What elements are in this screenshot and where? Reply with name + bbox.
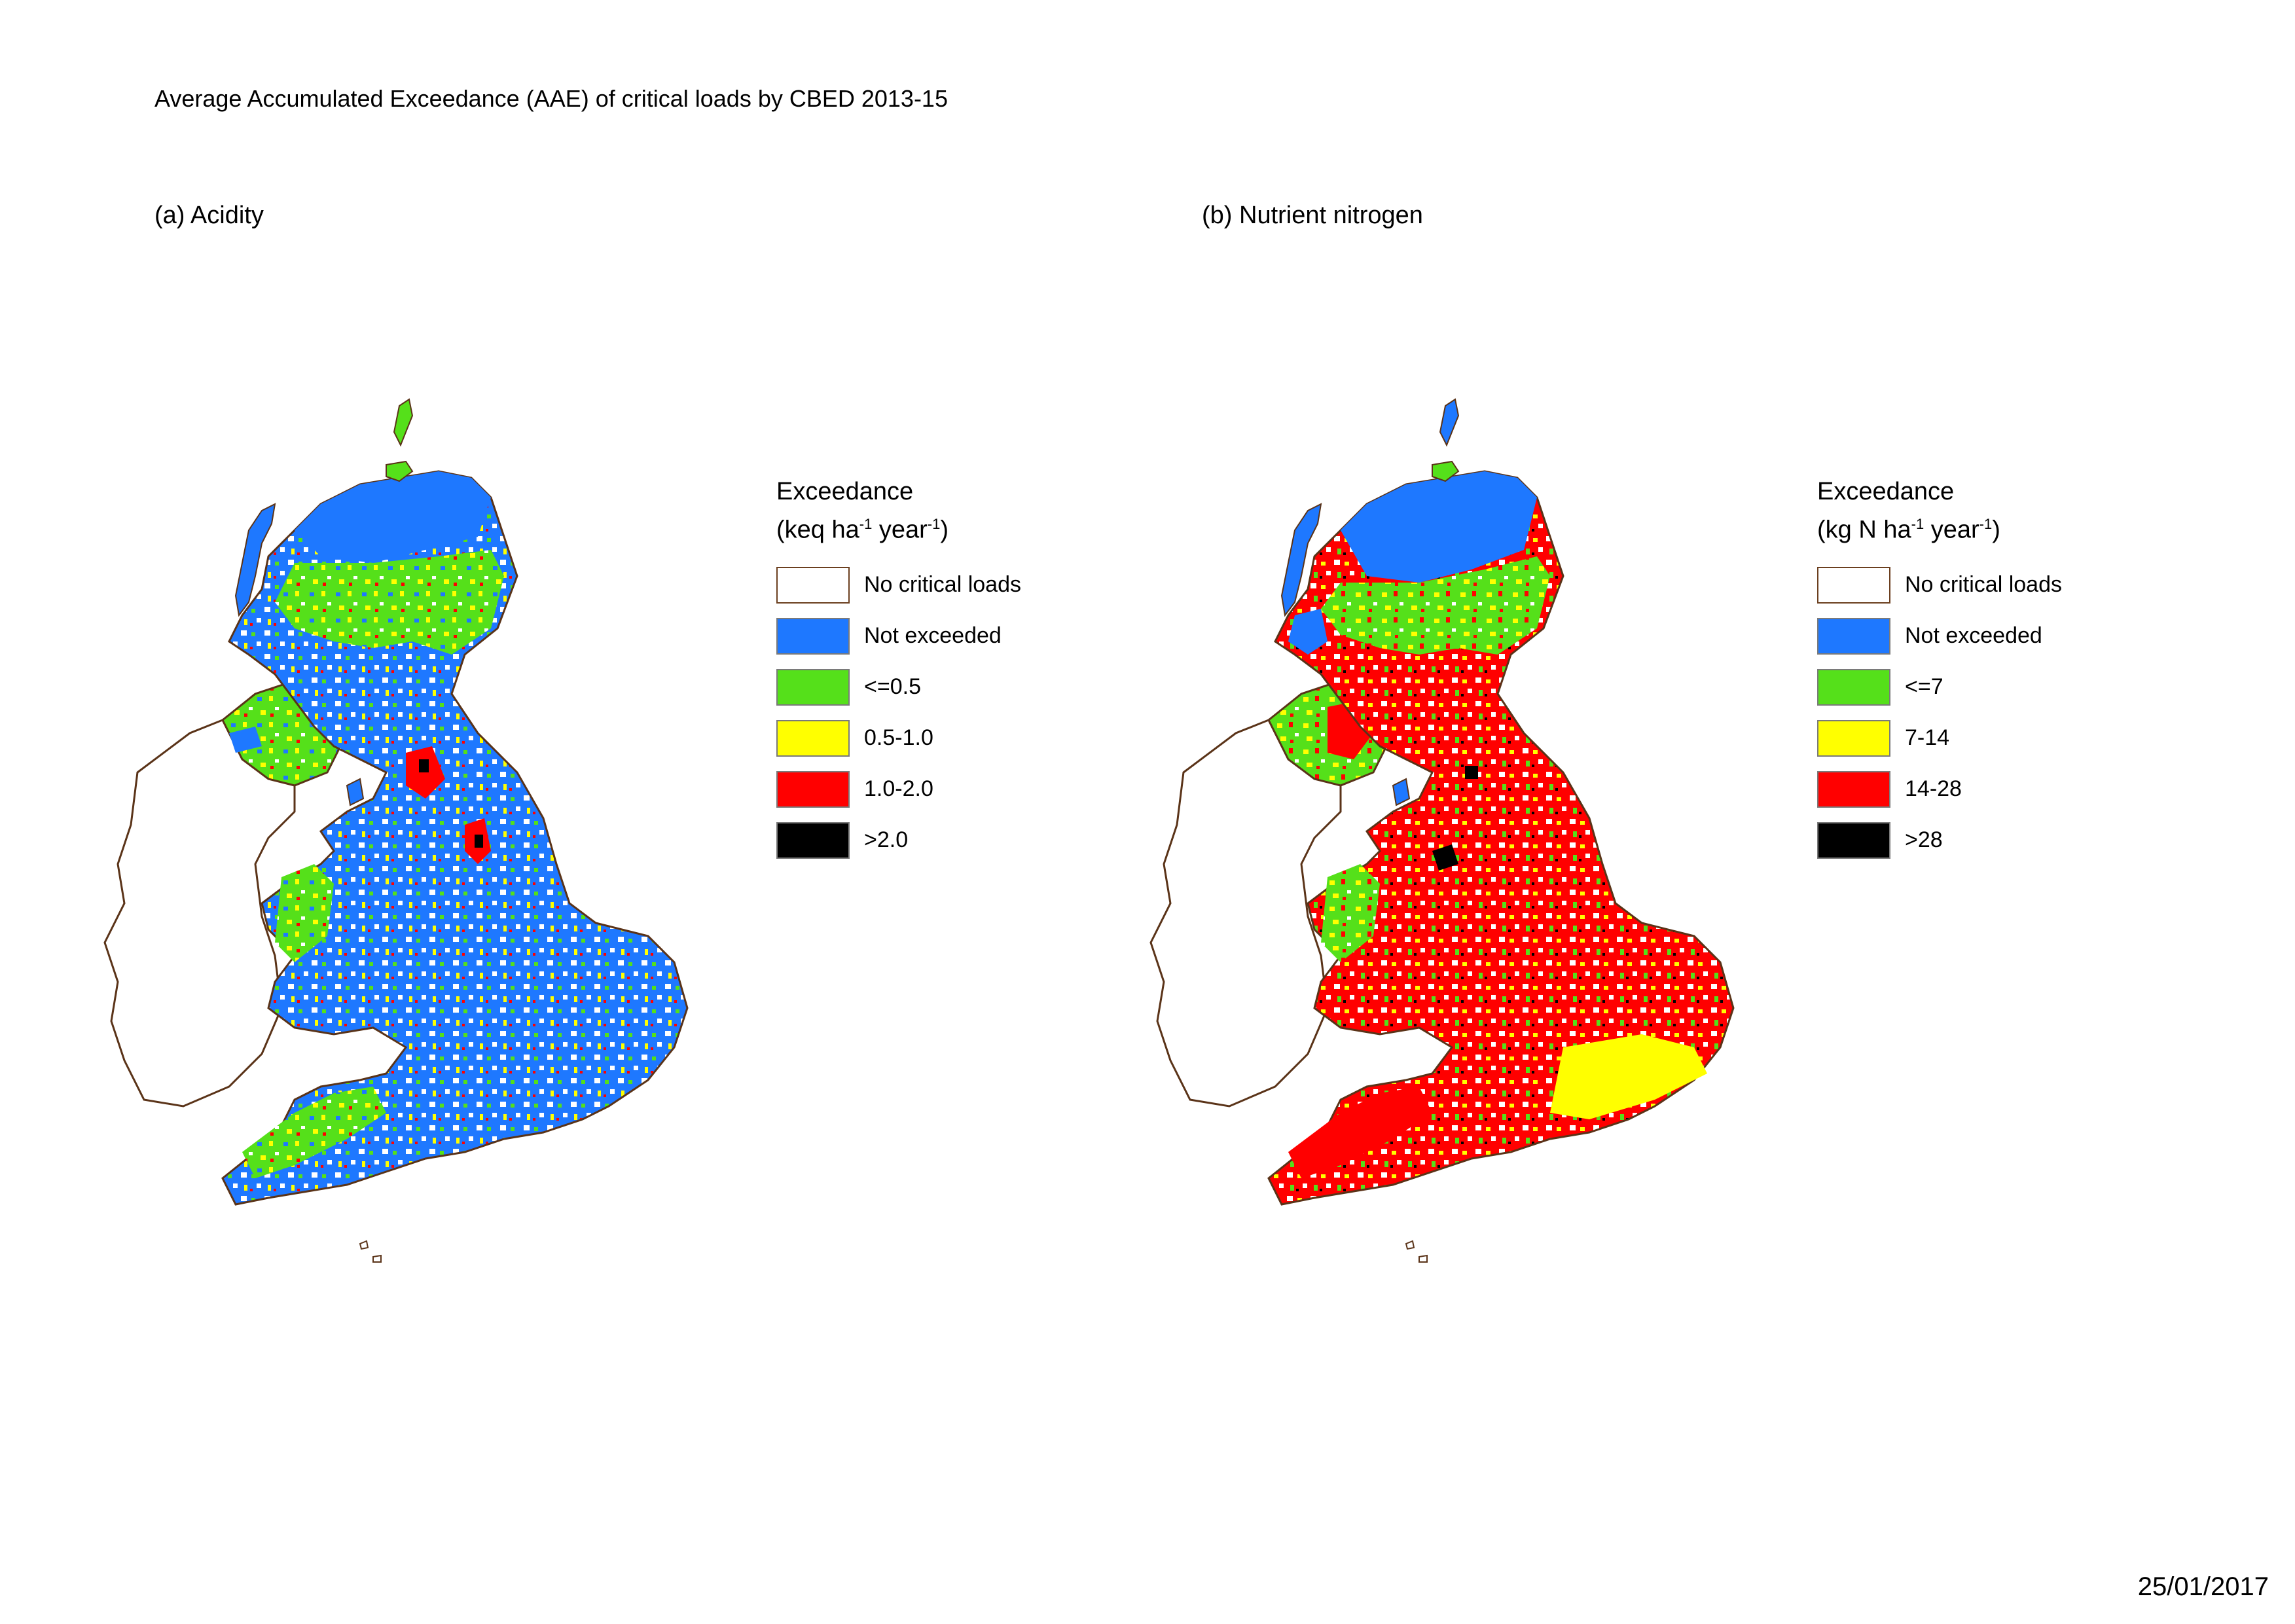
legend-item-level-3: 14-28 — [1817, 769, 2158, 810]
legend-item-not-exceeded: Not exceeded — [776, 616, 1117, 657]
legend-heading: Exceedance (keq ha-1 year-1) — [776, 475, 1117, 547]
legend-item-level-1: <=7 — [1817, 667, 2158, 708]
isle-of-man — [1392, 778, 1411, 806]
legend-swatch — [776, 668, 850, 706]
legend-swatch — [1817, 617, 1890, 655]
legend-item-level-4: >28 — [1817, 820, 2158, 861]
legend-item-not-exceeded: Not exceeded — [1817, 616, 2158, 657]
western-isles — [234, 503, 276, 617]
legend-swatch — [1817, 566, 1890, 604]
legend-swatch — [1817, 668, 1890, 706]
legend-swatch — [776, 617, 850, 655]
legend-item-no-critical-loads: No critical loads — [1817, 565, 2158, 605]
shetland-islands — [393, 398, 414, 447]
legend-acidity: Exceedance (keq ha-1 year-1) No critical… — [776, 475, 1117, 871]
legend-swatch — [1817, 719, 1890, 757]
panel-title-acidity: (a) Acidity — [154, 202, 264, 229]
legend-swatch — [776, 719, 850, 757]
legend-heading-title: Exceedance — [1817, 478, 1955, 505]
channel-islands — [1405, 1240, 1428, 1263]
isle-of-man — [346, 778, 365, 806]
legend-swatch — [1817, 770, 1890, 808]
legend-item-level-1: <=0.5 — [776, 667, 1117, 708]
legend-item-level-4: >2.0 — [776, 820, 1117, 861]
legend-heading-units: (kg N ha-1 year-1) — [1817, 516, 2000, 544]
legend-heading: Exceedance (kg N ha-1 year-1) — [1817, 475, 2158, 547]
legend-item-level-3: 1.0-2.0 — [776, 769, 1117, 810]
legend-nutrient-nitrogen: Exceedance (kg N ha-1 year-1) No critica… — [1817, 475, 2158, 871]
legend-swatch — [1817, 821, 1890, 859]
date-stamp: 25/01/2017 — [2137, 1572, 2269, 1601]
legend-heading-units: (keq ha-1 year-1) — [776, 516, 949, 544]
page-title: Average Accumulated Exceedance (AAE) of … — [154, 85, 948, 112]
legend-swatch — [776, 566, 850, 604]
legend-swatch — [776, 770, 850, 808]
great-britain — [1267, 470, 1735, 1206]
legend-item-level-2: 7-14 — [1817, 718, 2158, 759]
nutrient-nitrogen-map — [1149, 398, 1735, 1263]
legend-item-no-critical-loads: No critical loads — [776, 565, 1117, 605]
panel-title-nutrient-nitrogen: (b) Nutrient nitrogen — [1202, 202, 1423, 229]
orkney-islands — [386, 460, 414, 482]
acidity-map — [103, 398, 689, 1263]
western-isles — [1280, 503, 1322, 617]
great-britain — [221, 470, 689, 1206]
legend-swatch — [776, 821, 850, 859]
orkney-islands — [1432, 460, 1460, 482]
channel-islands — [359, 1240, 382, 1263]
shetland-islands — [1439, 398, 1460, 447]
legend-heading-title: Exceedance — [776, 478, 914, 505]
legend-item-level-2: 0.5-1.0 — [776, 718, 1117, 759]
